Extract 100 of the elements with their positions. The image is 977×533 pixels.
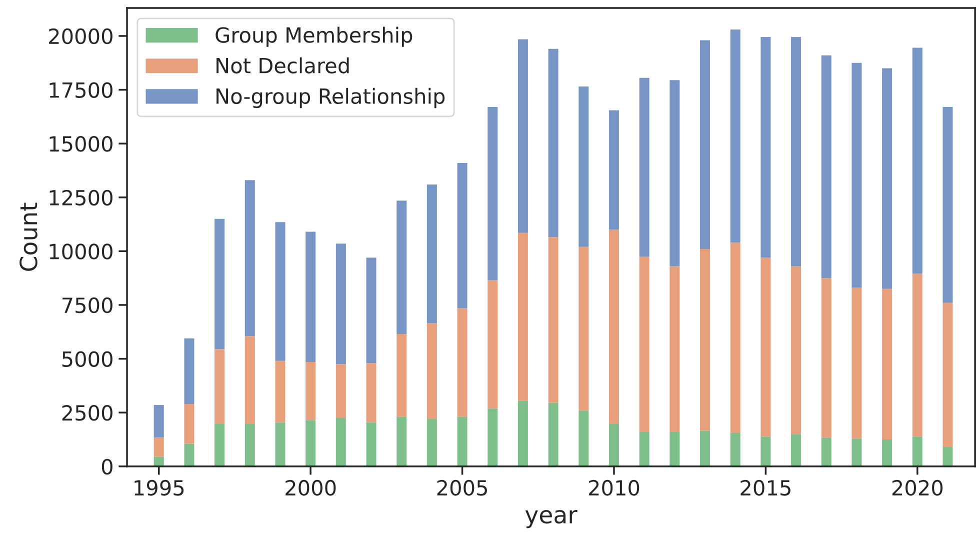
bar [760, 436, 771, 466]
bar [518, 232, 528, 401]
bar [214, 218, 225, 350]
bar [366, 258, 376, 364]
bar [912, 274, 922, 436]
y-tick-label: 20000 [49, 28, 112, 44]
bar [608, 230, 619, 424]
y-tick-label: 5000 [62, 351, 112, 367]
bar [366, 363, 376, 422]
bar [184, 404, 194, 444]
y-axis-title: Count [20, 202, 38, 271]
bar [275, 222, 286, 361]
bar [275, 422, 286, 466]
bar [306, 362, 316, 420]
bar [942, 302, 953, 448]
bar [639, 432, 650, 466]
y-tick-label: 7500 [62, 297, 112, 314]
y-tick-label: 17500 [50, 82, 112, 98]
bar [154, 456, 164, 466]
x-tick-label: 2005 [437, 480, 487, 496]
bar [578, 246, 589, 410]
legend-label: Not Declared [216, 57, 349, 74]
bar [760, 37, 771, 258]
y-tick-label: 10000 [50, 244, 112, 260]
bar [730, 433, 740, 466]
bar [791, 37, 802, 266]
x-tick-label: 2010 [589, 480, 640, 496]
bar [426, 323, 437, 420]
bar [154, 405, 164, 438]
bar [608, 423, 619, 466]
bar [184, 444, 194, 466]
bar [821, 55, 832, 278]
x-tick-label: 2020 [892, 480, 943, 496]
bar [912, 436, 922, 466]
bar [518, 400, 528, 466]
x-tick-label: 2000 [286, 480, 336, 496]
bar [154, 437, 164, 457]
bar [457, 416, 468, 466]
bar [791, 434, 802, 466]
x-axis-title: year [525, 510, 578, 528]
y-tick-label: 15000 [50, 136, 112, 152]
bar [700, 249, 710, 431]
y-tick-label: 2500 [62, 405, 112, 421]
bar [882, 68, 892, 289]
bar [821, 278, 832, 438]
bar [548, 402, 558, 466]
bar [548, 237, 558, 403]
bar [366, 422, 376, 466]
bar [396, 334, 407, 417]
legend-label: No-group Relationship [216, 88, 445, 108]
bar [578, 410, 589, 466]
bar [426, 419, 437, 466]
bar [214, 349, 225, 424]
y-tick-label: 0 [102, 458, 112, 475]
bar [639, 256, 650, 432]
bar [882, 439, 892, 466]
bar [730, 242, 740, 434]
bar [942, 447, 953, 466]
bar [184, 338, 194, 404]
bar [670, 266, 680, 432]
bar [608, 110, 619, 230]
bar [488, 280, 498, 408]
bar [244, 423, 255, 466]
bar [214, 423, 225, 466]
bar [244, 336, 255, 424]
bar [548, 48, 558, 238]
bar [821, 437, 832, 466]
legend-label: Group Membership [216, 26, 412, 47]
x-tick-label: 1995 [134, 480, 184, 496]
bar [670, 432, 680, 466]
bar [488, 106, 498, 280]
bar [760, 258, 771, 436]
bar [336, 244, 346, 364]
y-tick-label: 12500 [50, 190, 112, 206]
bar [852, 438, 862, 466]
bar [306, 232, 316, 362]
bar [457, 308, 468, 417]
bar [518, 39, 528, 233]
bar [730, 30, 740, 243]
bar [852, 62, 862, 288]
bar [912, 48, 922, 274]
bar [336, 418, 346, 466]
bar [275, 360, 286, 422]
bar [396, 416, 407, 466]
bar [306, 420, 316, 466]
bar [336, 364, 346, 418]
bar [882, 288, 892, 440]
bar [700, 40, 710, 250]
bar [457, 162, 468, 308]
bar [639, 78, 650, 257]
bar [488, 408, 498, 466]
bar [244, 180, 255, 336]
bar [852, 288, 862, 438]
bar [396, 200, 407, 334]
bar [700, 430, 710, 466]
bar [942, 106, 953, 303]
bar [670, 80, 680, 266]
x-tick-label: 2015 [740, 480, 790, 496]
bar [578, 86, 589, 247]
bar [426, 184, 437, 324]
